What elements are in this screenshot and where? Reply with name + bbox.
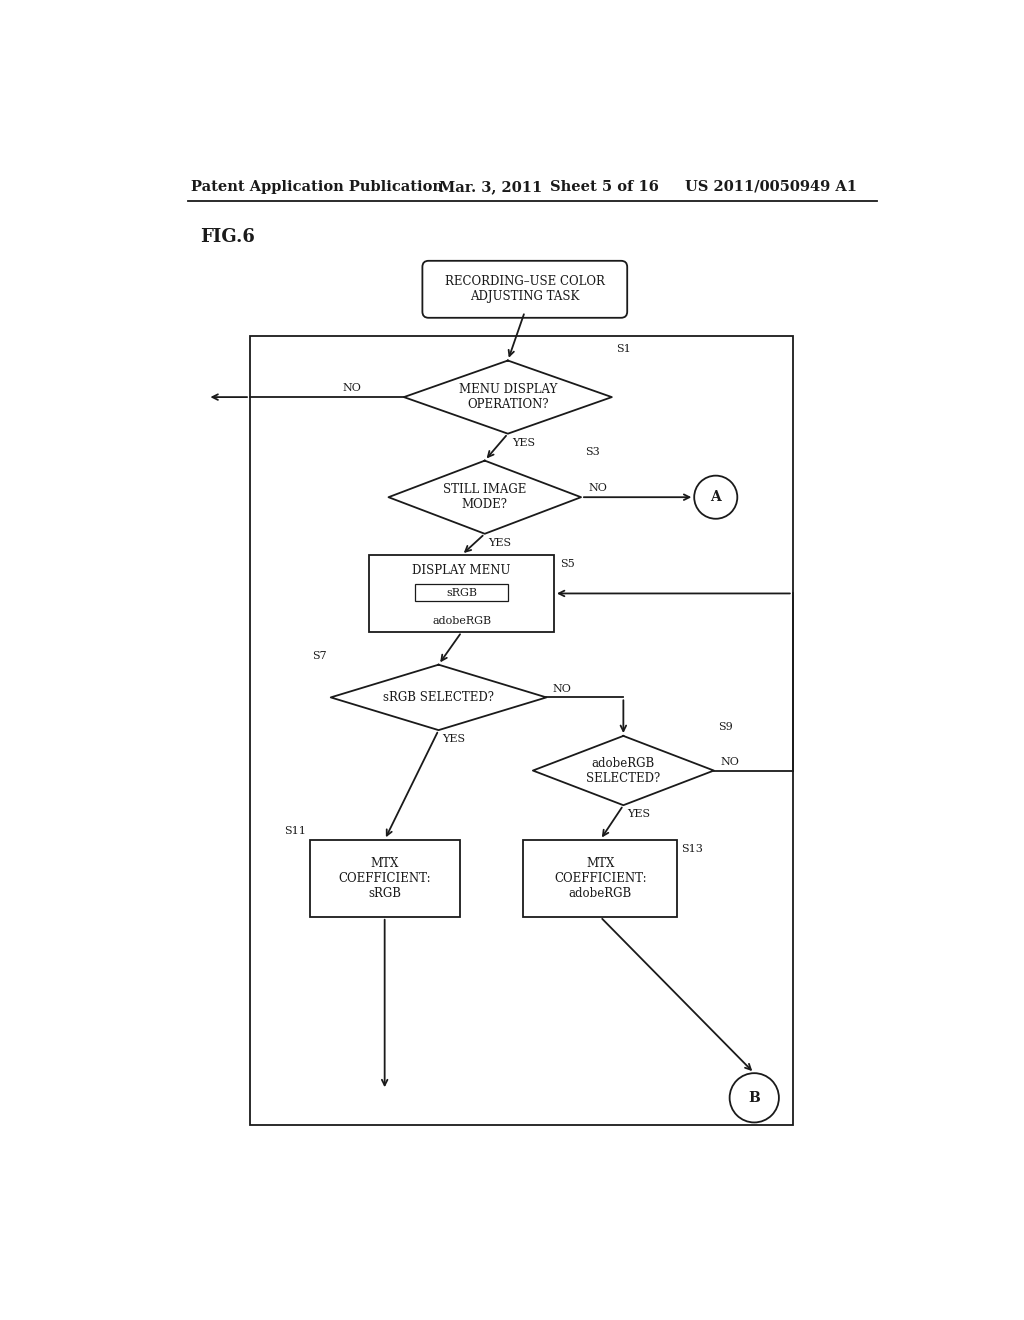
Text: Patent Application Publication: Patent Application Publication [190,180,442,194]
Text: adobeRGB
SELECTED?: adobeRGB SELECTED? [586,756,660,784]
Bar [250,335,793,1125]
Text: STILL IMAGE
MODE?: STILL IMAGE MODE? [443,483,526,511]
Text: sRGB SELECTED?: sRGB SELECTED? [383,690,494,704]
Circle shape [694,475,737,519]
Text: sRGB: sRGB [446,587,477,598]
Text: Sheet 5 of 16: Sheet 5 of 16 [550,180,659,194]
FancyBboxPatch shape [422,261,628,318]
Text: NO: NO [343,383,361,393]
Text: S11: S11 [284,826,306,836]
Text: DISPLAY MENU: DISPLAY MENU [413,564,511,577]
Polygon shape [388,461,581,533]
Text: NO: NO [589,483,607,494]
Text: S5: S5 [560,558,574,569]
Text: NO: NO [720,756,739,767]
Text: adobeRGB: adobeRGB [432,616,492,626]
Text: A: A [711,490,721,504]
Text: S9: S9 [718,722,732,733]
Text: YES: YES [442,734,466,744]
Polygon shape [331,665,547,730]
Polygon shape [532,737,714,805]
Bar [416,585,508,601]
Text: B: B [749,1090,760,1105]
Bar [309,840,460,917]
Bar [523,840,677,917]
Text: NO: NO [553,684,571,693]
Text: MTX
COEFFICIENT:
sRGB: MTX COEFFICIENT: sRGB [338,857,431,900]
Text: S7: S7 [312,651,327,661]
Text: S13: S13 [681,843,703,854]
Text: S1: S1 [615,345,631,354]
Bar [370,554,554,632]
Text: S3: S3 [585,446,600,457]
Circle shape [730,1073,779,1122]
Text: YES: YES [512,437,535,447]
Text: MENU DISPLAY
OPERATION?: MENU DISPLAY OPERATION? [459,383,557,411]
Text: MTX
COEFFICIENT:
adobeRGB: MTX COEFFICIENT: adobeRGB [554,857,646,900]
Text: US 2011/0050949 A1: US 2011/0050949 A1 [685,180,857,194]
Text: YES: YES [628,809,650,818]
Text: RECORDING–USE COLOR
ADJUSTING TASK: RECORDING–USE COLOR ADJUSTING TASK [444,276,605,304]
Text: Mar. 3, 2011: Mar. 3, 2011 [438,180,542,194]
Text: YES: YES [488,537,512,548]
Polygon shape [403,360,611,434]
Text: FIG.6: FIG.6 [200,228,255,246]
